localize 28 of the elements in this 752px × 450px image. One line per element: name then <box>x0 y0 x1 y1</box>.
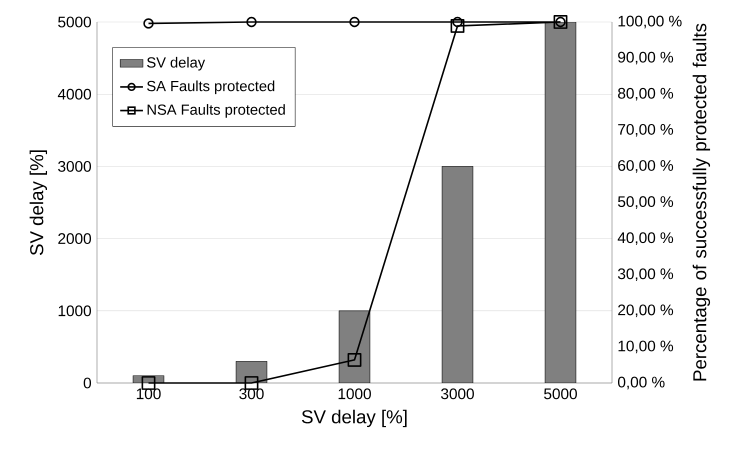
legend-label: SV delay <box>147 56 206 71</box>
y2-tick-label: 30,00 % <box>618 268 674 282</box>
y-tick-label: 0 <box>84 378 92 388</box>
y2-tick-label: 60,00 % <box>618 160 674 173</box>
y-tick-label: 1000 <box>58 305 92 316</box>
y2-axis-title: Percentage of successfully protected faults <box>692 24 710 380</box>
x-tick-label: 5000 <box>544 388 577 400</box>
y2-tick-label: 20,00 % <box>618 304 674 318</box>
legend-label: NSA Faults protected <box>148 104 285 118</box>
x-tick-label: 1000 <box>338 388 371 400</box>
y2-tick-label: 80,00 % <box>618 88 674 101</box>
x-tick-label: 300 <box>239 388 264 400</box>
y2-tick-label: 50,00 % <box>618 196 674 209</box>
y2-tick-label: 90,00 % <box>618 52 674 64</box>
y2-tick-label: 10,00 % <box>618 340 674 354</box>
y2-tick-label: 0,00 % <box>618 376 665 390</box>
x-tick-label: 3000 <box>441 388 474 400</box>
y2-tick-label: 100,00 % <box>618 16 682 28</box>
y-axis-title: SV delay [%] <box>30 150 48 256</box>
y2-tick-label: 70,00 % <box>618 124 674 137</box>
legend-label: SA Faults protected <box>147 80 274 94</box>
y-tick-label: 4000 <box>58 88 92 100</box>
y-tick-label: 2000 <box>58 233 92 244</box>
y-tick-label: 5000 <box>58 16 92 28</box>
y2-tick-label: 40,00 % <box>618 232 674 245</box>
x-axis-title: SV delay [%] <box>302 410 407 428</box>
y-tick-label: 3000 <box>58 160 92 172</box>
x-tick-label: 100 <box>136 388 161 400</box>
